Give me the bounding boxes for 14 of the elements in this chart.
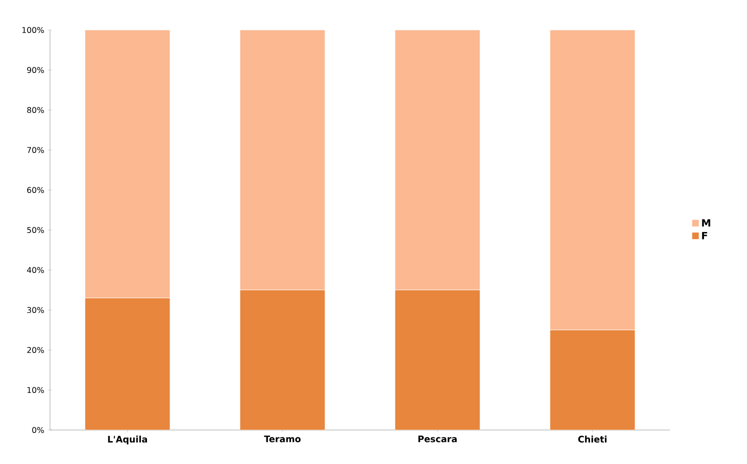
x-tick-label: Pescara (418, 436, 457, 442)
legend-label: M (702, 219, 710, 227)
x-tick-label: Teramo (264, 436, 301, 442)
bar (84, 30, 170, 298)
bar (240, 290, 326, 430)
bar (550, 330, 636, 430)
bar (394, 290, 480, 430)
x-tick-label: Chieti (578, 436, 606, 443)
legend-label: F (702, 232, 708, 240)
x-tick-label: L'Aquila (108, 436, 147, 444)
bar (240, 30, 326, 290)
bar (394, 30, 480, 290)
bar (84, 298, 170, 430)
bar (550, 30, 636, 330)
